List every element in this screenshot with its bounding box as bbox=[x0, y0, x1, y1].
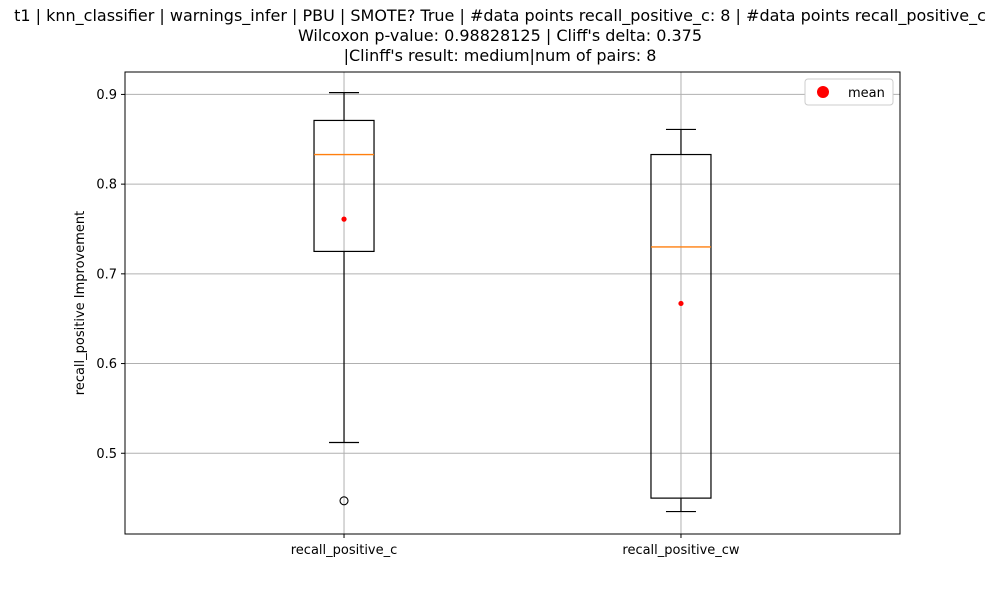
y-axis-label: recall_positive Improvement bbox=[73, 211, 88, 395]
outlier-point bbox=[339, 496, 349, 506]
legend-frame bbox=[804, 78, 894, 106]
x-tick-label: recall_positive_cw bbox=[622, 543, 740, 558]
box-recall_positive_cw bbox=[650, 128, 712, 513]
chart-title: t1 | knn_classifier | warnings_infer | P… bbox=[0, 6, 1000, 66]
mean-marker bbox=[341, 216, 347, 222]
axes: 0.5 0.6 0.7 0.8 0.9 recall_positive_c recall_p… bbox=[96, 88, 740, 558]
box-recall_positive_c bbox=[313, 92, 375, 506]
iqr-box bbox=[313, 119, 375, 253]
y-tick-label: 0.9 bbox=[96, 88, 117, 103]
x-tick-label: recall_positive_c bbox=[291, 543, 398, 558]
title-line-1: t1 | knn_classifier | warnings_infer | P… bbox=[14, 6, 986, 25]
boxes bbox=[313, 92, 712, 513]
y-tick-label: 0.5 bbox=[96, 447, 117, 462]
grid-lines bbox=[125, 72, 900, 534]
title-line-2: Wilcoxon p-value: 0.98828125 | Cliff's d… bbox=[297, 26, 703, 45]
title-line-3: |Clinff's result: medium|num of pairs: 8 bbox=[343, 46, 657, 65]
y-tick-label: 0.7 bbox=[96, 267, 117, 282]
y-tick-label: 0.8 bbox=[96, 178, 117, 193]
mean-marker bbox=[678, 300, 684, 307]
legend: mean bbox=[804, 78, 894, 106]
legend-mean-marker bbox=[817, 86, 829, 98]
legend-mean-label: mean bbox=[848, 86, 885, 101]
y-tick-label: 0.6 bbox=[96, 357, 117, 372]
iqr-box bbox=[650, 153, 712, 499]
plot-frame bbox=[124, 71, 901, 535]
